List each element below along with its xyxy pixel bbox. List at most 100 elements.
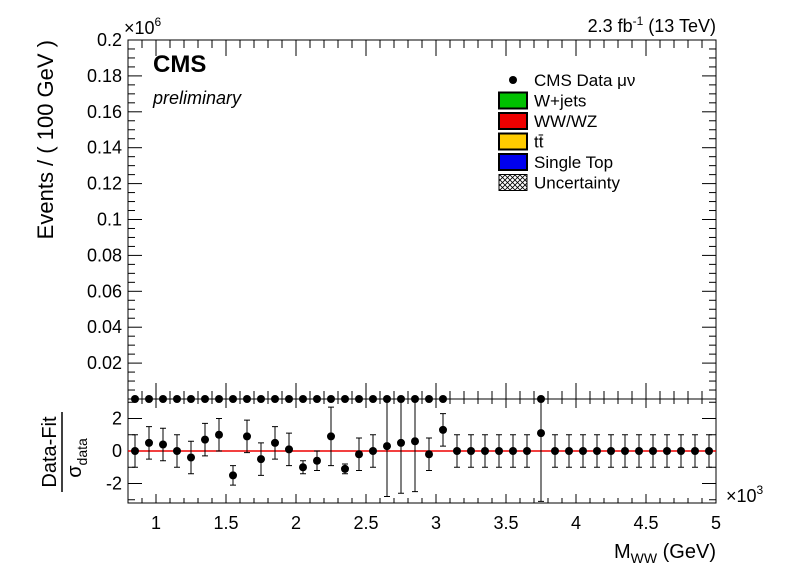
ratio-data-point bbox=[691, 447, 699, 455]
ratio-data-point bbox=[593, 447, 601, 455]
legend-swatch-hatch bbox=[498, 174, 528, 191]
ratio-data-point bbox=[453, 447, 461, 455]
ratio-data-point bbox=[579, 447, 587, 455]
ratio-data-point bbox=[215, 430, 223, 439]
legend-swatch bbox=[498, 132, 528, 151]
x-tick-label: 2 bbox=[291, 513, 301, 533]
main-data-point bbox=[215, 395, 223, 403]
main-y-tick-label: 0.18 bbox=[87, 66, 122, 86]
x-tick-label: 3 bbox=[431, 513, 441, 533]
main-data-point bbox=[145, 395, 153, 403]
main-y-tick-label: 0.06 bbox=[87, 281, 122, 301]
ratio-data-point bbox=[663, 447, 671, 455]
ratio-data-point bbox=[313, 456, 321, 465]
main-axes: 0.02 0.04 0.06 0.08 0.1 0.12 0.14 0.16 0.18 0.2 bbox=[87, 30, 717, 399]
x-tick-label: 4 bbox=[571, 513, 581, 533]
main-y-tick-label: 0.14 bbox=[87, 138, 122, 158]
main-data-point bbox=[187, 395, 195, 403]
ratio-data-point bbox=[397, 438, 405, 447]
ratio-y-axis-label: Data-Fit σdata bbox=[39, 412, 90, 492]
legend-item: W+jets bbox=[498, 91, 586, 111]
legend-item: tt̄ bbox=[498, 132, 544, 152]
ratio-data-point bbox=[327, 432, 335, 441]
preliminary-label: preliminary bbox=[152, 88, 242, 108]
ratio-axes: 1 1.5 2 2.5 3 3.5 4 4.5 5 -2 0 2 bbox=[106, 399, 721, 533]
legend-item: Uncertainty bbox=[498, 174, 620, 193]
ratio-data-point bbox=[607, 447, 615, 455]
ratio-data-point bbox=[159, 440, 167, 449]
legend-item: WW/WZ bbox=[498, 112, 597, 131]
main-data-point bbox=[313, 395, 321, 403]
legend-label: Uncertainty bbox=[534, 174, 620, 193]
y-multiplier: ×106 bbox=[124, 15, 162, 38]
legend-item: Single Top bbox=[498, 153, 613, 172]
ratio-data-point bbox=[621, 447, 629, 455]
ratio-data-point bbox=[705, 447, 713, 455]
legend-marker bbox=[509, 76, 517, 84]
ratio-data-point bbox=[243, 432, 251, 441]
ratio-data-point bbox=[201, 435, 209, 444]
x-tick-label: 2.5 bbox=[353, 513, 378, 533]
main-data-point bbox=[131, 395, 139, 403]
legend-swatch bbox=[498, 112, 528, 130]
main-data-point bbox=[341, 395, 349, 403]
ratio-data-point bbox=[677, 447, 685, 455]
ratio-data-point bbox=[285, 445, 293, 454]
x-multiplier: ×103 bbox=[726, 483, 764, 506]
main-data-point bbox=[271, 395, 279, 403]
main-data-point bbox=[285, 395, 293, 403]
legend-swatch bbox=[498, 91, 528, 110]
ratio-data-point bbox=[509, 447, 517, 455]
ratio-data-point bbox=[299, 463, 307, 472]
ratio-data-point bbox=[439, 425, 447, 434]
main-data-point bbox=[159, 395, 167, 403]
ratio-data-point bbox=[565, 447, 573, 455]
legend-label: Single Top bbox=[534, 153, 613, 172]
x-tick-label: 5 bbox=[711, 513, 721, 533]
ratio-y-label-numerator: Data-Fit bbox=[39, 416, 61, 488]
legend-label: WW/WZ bbox=[534, 112, 597, 131]
ratio-data-point bbox=[537, 429, 545, 438]
ratio-data-point bbox=[425, 450, 433, 459]
ratio-data-points bbox=[131, 398, 713, 502]
ratio-data-point bbox=[131, 447, 139, 455]
ratio-data-point bbox=[369, 447, 377, 455]
ratio-data-point bbox=[271, 438, 279, 447]
x-tick-label: 1 bbox=[151, 513, 161, 533]
legend-label: tt̄ bbox=[534, 133, 544, 152]
ratio-data-point bbox=[649, 447, 657, 455]
main-y-tick-label: 0.02 bbox=[87, 353, 122, 373]
main-data-point bbox=[327, 395, 335, 403]
legend-label: W+jets bbox=[534, 92, 586, 111]
ratio-data-point bbox=[495, 447, 503, 455]
legend-item: CMS Data μν bbox=[509, 71, 635, 90]
legend-swatch bbox=[498, 153, 528, 171]
main-y-tick-label: 0.08 bbox=[87, 245, 122, 265]
ratio-data-point bbox=[341, 464, 349, 473]
main-y-tick-label: 0.04 bbox=[87, 317, 122, 337]
main-data-point bbox=[201, 395, 209, 403]
ratio-y-tick-label: 0 bbox=[112, 441, 122, 461]
main-y-tick-label: 0.2 bbox=[97, 30, 122, 50]
ratio-data-point bbox=[173, 447, 181, 455]
lumi-label: 2.3 fb-1 (13 TeV) bbox=[588, 14, 716, 36]
main-data-point bbox=[355, 395, 363, 403]
x-axis-label: MWW (GeV) bbox=[614, 541, 716, 566]
ratio-data-point bbox=[187, 453, 195, 462]
ratio-data-point bbox=[551, 447, 559, 455]
main-data-point bbox=[299, 395, 307, 403]
ratio-data-point bbox=[467, 447, 475, 455]
main-data-points bbox=[131, 395, 545, 403]
main-y-tick-label: 0.12 bbox=[87, 174, 122, 194]
main-y-tick-label: 0.16 bbox=[87, 102, 122, 122]
main-data-point bbox=[425, 395, 433, 403]
ratio-data-point bbox=[229, 471, 237, 480]
ratio-y-label-denominator: σdata bbox=[64, 438, 90, 478]
ratio-data-point bbox=[411, 437, 419, 446]
main-data-point bbox=[173, 395, 181, 403]
main-data-point bbox=[257, 395, 265, 403]
ratio-data-point bbox=[257, 455, 265, 464]
ratio-data-point bbox=[481, 447, 489, 455]
cms-logo: CMS bbox=[153, 51, 206, 78]
